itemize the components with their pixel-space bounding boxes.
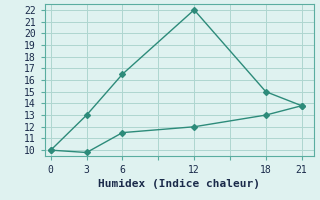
X-axis label: Humidex (Indice chaleur): Humidex (Indice chaleur) <box>98 179 260 189</box>
